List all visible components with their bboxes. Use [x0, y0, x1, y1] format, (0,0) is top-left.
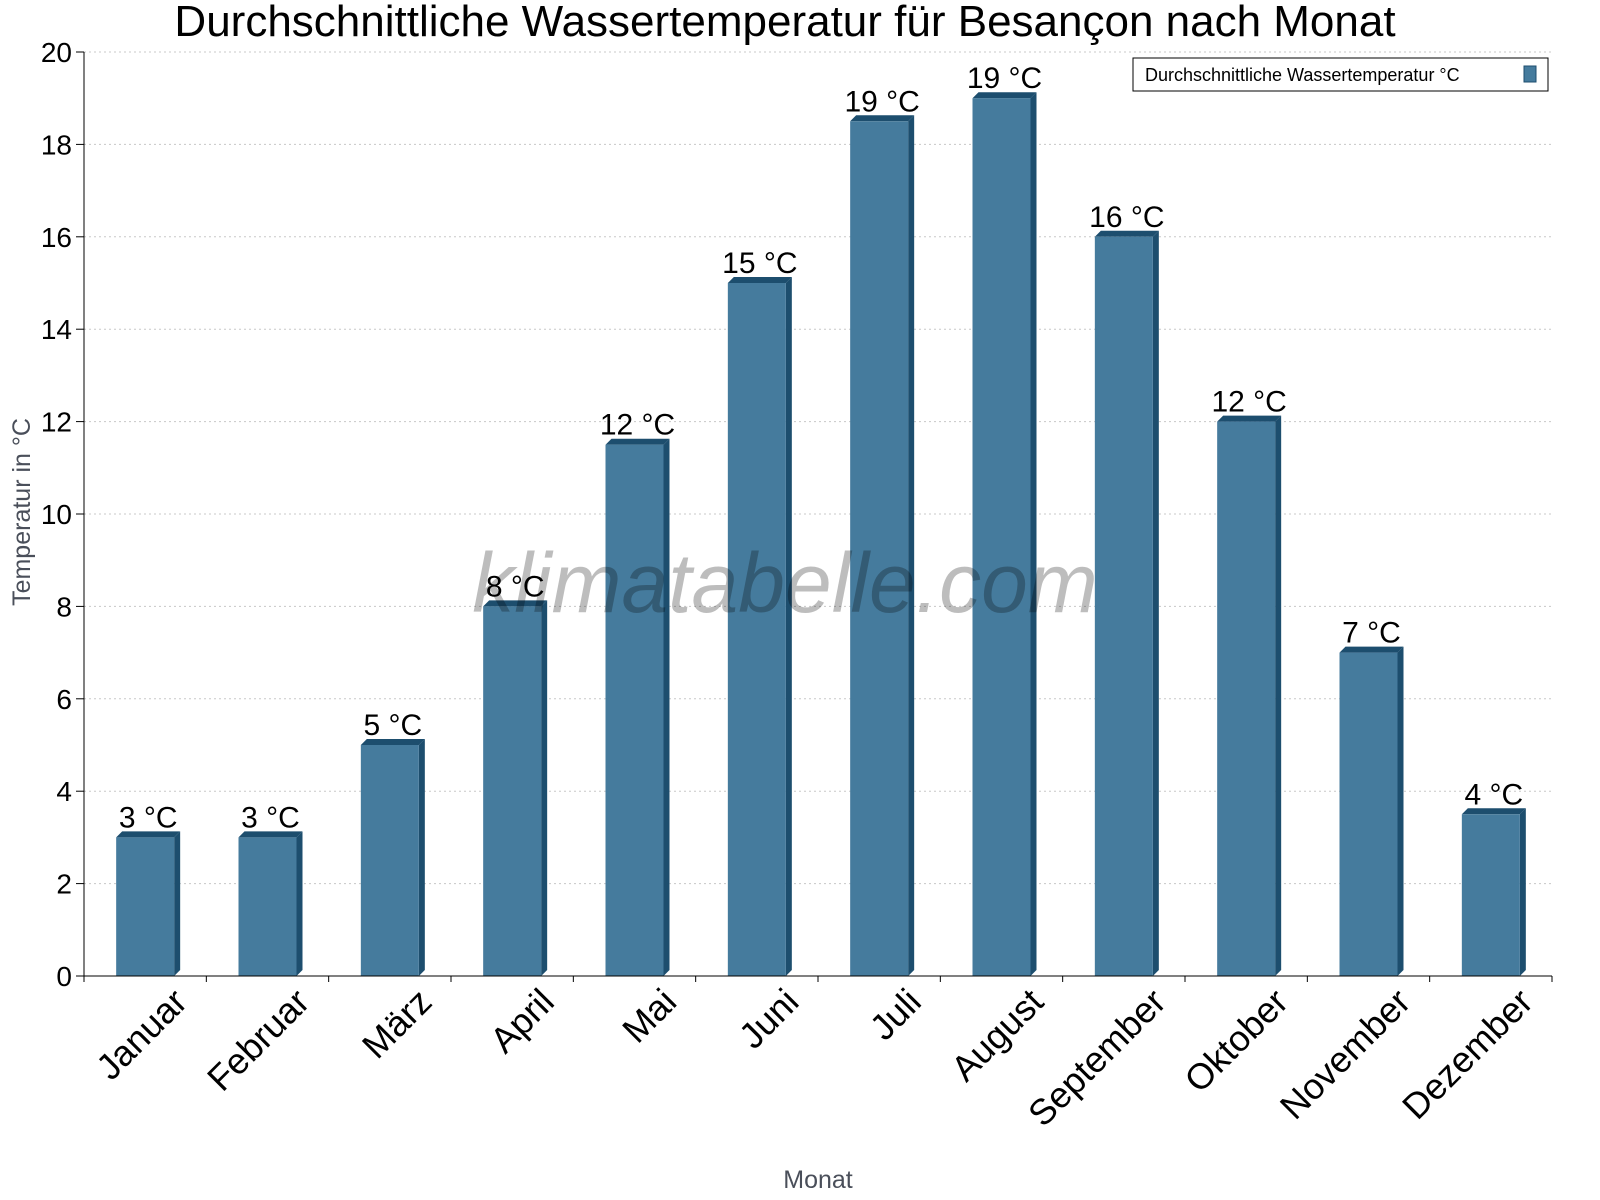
bar-side	[418, 739, 425, 976]
data-label: 16 °C	[1089, 201, 1164, 234]
bar-top	[1094, 230, 1159, 237]
bar-front	[850, 121, 909, 977]
data-label: 3 °C	[241, 801, 300, 834]
bar-front	[483, 606, 542, 976]
bar-side	[1519, 808, 1526, 976]
y-ticks: 0 2 4 6 8 10 12 14 16 18 20	[41, 37, 84, 992]
legend-label: Durchschnittliche Wassertemperatur °C	[1145, 65, 1460, 85]
bar-side	[908, 115, 915, 977]
data-label: 15 °C	[722, 247, 797, 280]
x-axis-title: Monat	[783, 1166, 853, 1194]
y-tick-label: 8	[56, 591, 72, 622]
y-tick-label: 14	[41, 314, 72, 345]
data-label: 5 °C	[363, 709, 422, 742]
bar	[605, 438, 670, 976]
bar	[727, 277, 792, 976]
data-label: 3 °C	[119, 801, 178, 834]
bar	[360, 739, 425, 976]
data-label: 12 °C	[600, 409, 675, 442]
y-tick-label: 6	[56, 684, 72, 715]
x-ticks: Januar Februar März April Mai Juni Juli AugustS…	[83, 976, 1553, 1134]
y-tick-label: 10	[41, 499, 72, 530]
gridlines	[84, 51, 1552, 885]
x-tick-label: April	[482, 981, 562, 1061]
bar-front	[1217, 421, 1276, 977]
bar-side	[1275, 415, 1282, 977]
bar-top	[972, 92, 1037, 99]
bar-top	[238, 831, 303, 838]
bar	[116, 831, 181, 976]
bar-top	[1217, 415, 1282, 422]
bar-side	[785, 277, 792, 976]
bar	[1461, 808, 1526, 976]
bar-top	[360, 739, 425, 745]
y-tick-label: 12	[41, 407, 72, 438]
data-label: 12 °C	[1211, 386, 1286, 419]
bar	[1339, 646, 1404, 976]
bar-front	[727, 283, 786, 976]
y-tick-label: 20	[41, 37, 72, 68]
bar	[1094, 230, 1159, 977]
data-label: 7 °C	[1342, 617, 1401, 650]
x-tick-label: März	[354, 981, 440, 1067]
bar-top	[605, 438, 670, 445]
bar	[850, 115, 915, 977]
watermark: klimatabelle.com	[472, 536, 1098, 630]
x-tick-label: Dezember	[1394, 981, 1540, 1127]
bar-top	[1339, 646, 1404, 653]
bar	[972, 92, 1037, 976]
bar	[483, 600, 548, 976]
bar-front	[360, 745, 419, 976]
y-tick-label: 16	[41, 222, 72, 253]
x-tick-label: Juli	[862, 981, 929, 1048]
y-tick-label: 4	[56, 776, 72, 807]
data-label: 8 °C	[486, 570, 545, 603]
data-label: 19 °C	[844, 85, 919, 118]
y-tick-label: 0	[56, 961, 72, 992]
bar-top	[850, 115, 915, 122]
bar-side	[1397, 646, 1404, 976]
x-tick-label: Januar	[88, 981, 195, 1088]
bar-side	[541, 600, 548, 976]
legend-swatch	[1523, 65, 1537, 83]
bar-front	[238, 837, 297, 976]
bar-front	[1339, 652, 1398, 976]
data-label: 19 °C	[967, 62, 1042, 95]
x-tick-label: November	[1272, 981, 1418, 1127]
y-tick-label: 18	[41, 129, 72, 160]
bar-top	[116, 831, 181, 838]
bar-side	[174, 831, 181, 976]
bar	[238, 831, 303, 976]
bar-side	[1152, 230, 1159, 977]
y-axis-title: Temperatur in °C	[8, 418, 36, 606]
bar	[1217, 415, 1282, 977]
x-tick-label: Mai	[614, 981, 684, 1051]
bar-side	[663, 438, 670, 976]
bar-side	[1030, 92, 1037, 976]
chart-title: Durchschnittliche Wassertemperatur für B…	[174, 0, 1395, 46]
bar-front	[116, 837, 175, 976]
legend-box	[1132, 57, 1549, 92]
x-tick-label: Februar	[199, 981, 317, 1099]
x-tick-label: Oktober	[1176, 981, 1296, 1101]
bar-front	[1094, 236, 1153, 977]
bar-side	[296, 831, 303, 976]
bars	[116, 92, 1526, 977]
bar-top	[1461, 808, 1526, 815]
bar-front	[972, 98, 1031, 976]
legend: Durchschnittliche Wassertemperatur °C	[1132, 57, 1549, 92]
x-tick-label: August	[943, 981, 1051, 1089]
y-tick-label: 2	[56, 869, 72, 900]
data-labels: 3 °C 3 °C 5 °C 8 °C 12 °C 15 °C 19 °C 19 °C 16 °…	[119, 62, 1523, 834]
bar-top	[727, 277, 792, 283]
bar-front	[1461, 814, 1520, 976]
data-label: 4 °C	[1464, 778, 1523, 811]
x-tick-label: Juni	[731, 981, 807, 1057]
bar-front	[605, 444, 664, 976]
bar-top	[483, 600, 548, 607]
